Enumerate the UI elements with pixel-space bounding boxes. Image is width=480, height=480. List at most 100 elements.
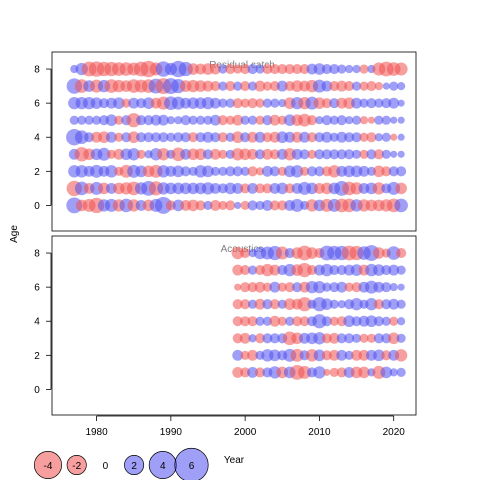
bubble-negative [394, 62, 408, 76]
bubble-positive [396, 333, 406, 343]
bubble-positive [336, 149, 347, 160]
legend-item: 6 [174, 447, 209, 480]
bubble-negative [299, 64, 310, 75]
bubble-positive [218, 98, 228, 108]
bubble-positive [172, 165, 185, 178]
bubble-positive [397, 150, 405, 158]
bubble-positive [381, 149, 391, 159]
legend-item: -4 [33, 451, 62, 480]
bubble-positive [321, 64, 332, 75]
legend-label: -4 [44, 461, 53, 472]
bubble-positive [352, 64, 361, 74]
y-tick-label: 8 [34, 249, 40, 260]
bubble-positive [397, 81, 406, 91]
bubble-negative [136, 149, 146, 159]
legend-bubble [174, 447, 209, 480]
bubble-negative [232, 366, 244, 378]
bubble-positive [209, 114, 221, 126]
legend-label: 4 [160, 461, 166, 472]
bubble-positive [292, 282, 303, 293]
bubble-negative [261, 148, 273, 160]
bubble-negative [232, 299, 243, 310]
bubble-negative [269, 64, 280, 75]
y-tick-label: 6 [34, 99, 40, 110]
bubble-positive [329, 299, 339, 309]
bubble-negative [247, 148, 259, 160]
bubble-negative [232, 264, 244, 276]
bubble-negative [297, 297, 312, 312]
bubble-positive [351, 149, 362, 159]
bubble-negative [269, 200, 280, 211]
bubble-negative [209, 63, 221, 75]
bubble-positive [321, 316, 332, 327]
bubble-positive [247, 64, 258, 75]
bubble-negative [247, 166, 258, 177]
bubble-negative [231, 246, 244, 260]
bubble-positive [396, 367, 406, 377]
bubble-negative [240, 81, 251, 92]
bubble-positive [321, 115, 332, 126]
bubble-positive [299, 149, 310, 160]
x-tick-label: 1980 [85, 427, 108, 438]
bubble-positive [143, 132, 154, 143]
bubble-negative [114, 132, 124, 142]
bubble-positive [299, 131, 311, 143]
bubble-positive [209, 182, 221, 194]
bubbles [231, 245, 408, 380]
bubble-positive [91, 115, 102, 125]
bubble-negative [247, 282, 258, 293]
x-tick-label: 2010 [308, 427, 331, 438]
bubble-negative [395, 182, 407, 195]
bubble-negative [381, 166, 392, 177]
bubble-positive [329, 265, 340, 276]
bubble-negative [210, 81, 221, 92]
legend: -4 -2 0 2 4 6 [33, 447, 209, 480]
bubble-positive [381, 299, 392, 310]
bubble-positive [366, 98, 377, 109]
bubble-positive [247, 115, 258, 125]
bubble-positive [128, 97, 140, 109]
bubble-positive [248, 334, 257, 343]
y-tick-label: 4 [34, 317, 40, 328]
bubble-negative [275, 246, 289, 260]
bubble-negative [396, 248, 407, 259]
bubble-negative [381, 350, 392, 361]
bubble-positive [329, 282, 340, 293]
bubble-positive [321, 298, 333, 311]
bubble-positive [365, 298, 378, 311]
bubble-positive [276, 80, 288, 92]
bubble-positive [247, 366, 259, 378]
bubble-positive [218, 166, 228, 176]
legend-item: 4 [148, 451, 177, 480]
bubble-negative [366, 132, 377, 143]
bubble-positive [351, 132, 362, 143]
bubble-positive [84, 132, 95, 143]
bubble-negative [232, 114, 244, 126]
bubble-positive [321, 80, 333, 92]
bubble-positive [269, 349, 281, 362]
bubble-negative [359, 333, 369, 343]
bubble-positive [98, 98, 110, 109]
bubble-positive [203, 200, 213, 211]
bubble-positive [314, 166, 325, 177]
bubble-negative [232, 316, 243, 327]
bubble-negative [269, 299, 280, 310]
bubble-positive [291, 148, 303, 160]
y-tick-label: 8 [34, 65, 40, 76]
bubble-positive [84, 115, 94, 125]
bubble-positive [225, 166, 236, 177]
bubble-negative [329, 81, 340, 92]
bubble-positive [74, 130, 89, 145]
bubble-negative [202, 80, 214, 92]
bubble-positive [166, 132, 176, 142]
bubble-positive [359, 98, 369, 108]
legend-label: 0 [103, 461, 109, 472]
bubble-positive [209, 97, 221, 109]
bubble-positive [320, 263, 334, 277]
bubble-negative [121, 98, 131, 108]
bubble-positive [240, 166, 250, 176]
bubble-positive [233, 81, 243, 91]
bubble-positive [269, 281, 281, 293]
bubble-negative [240, 183, 251, 194]
bubble-positive [232, 349, 244, 361]
